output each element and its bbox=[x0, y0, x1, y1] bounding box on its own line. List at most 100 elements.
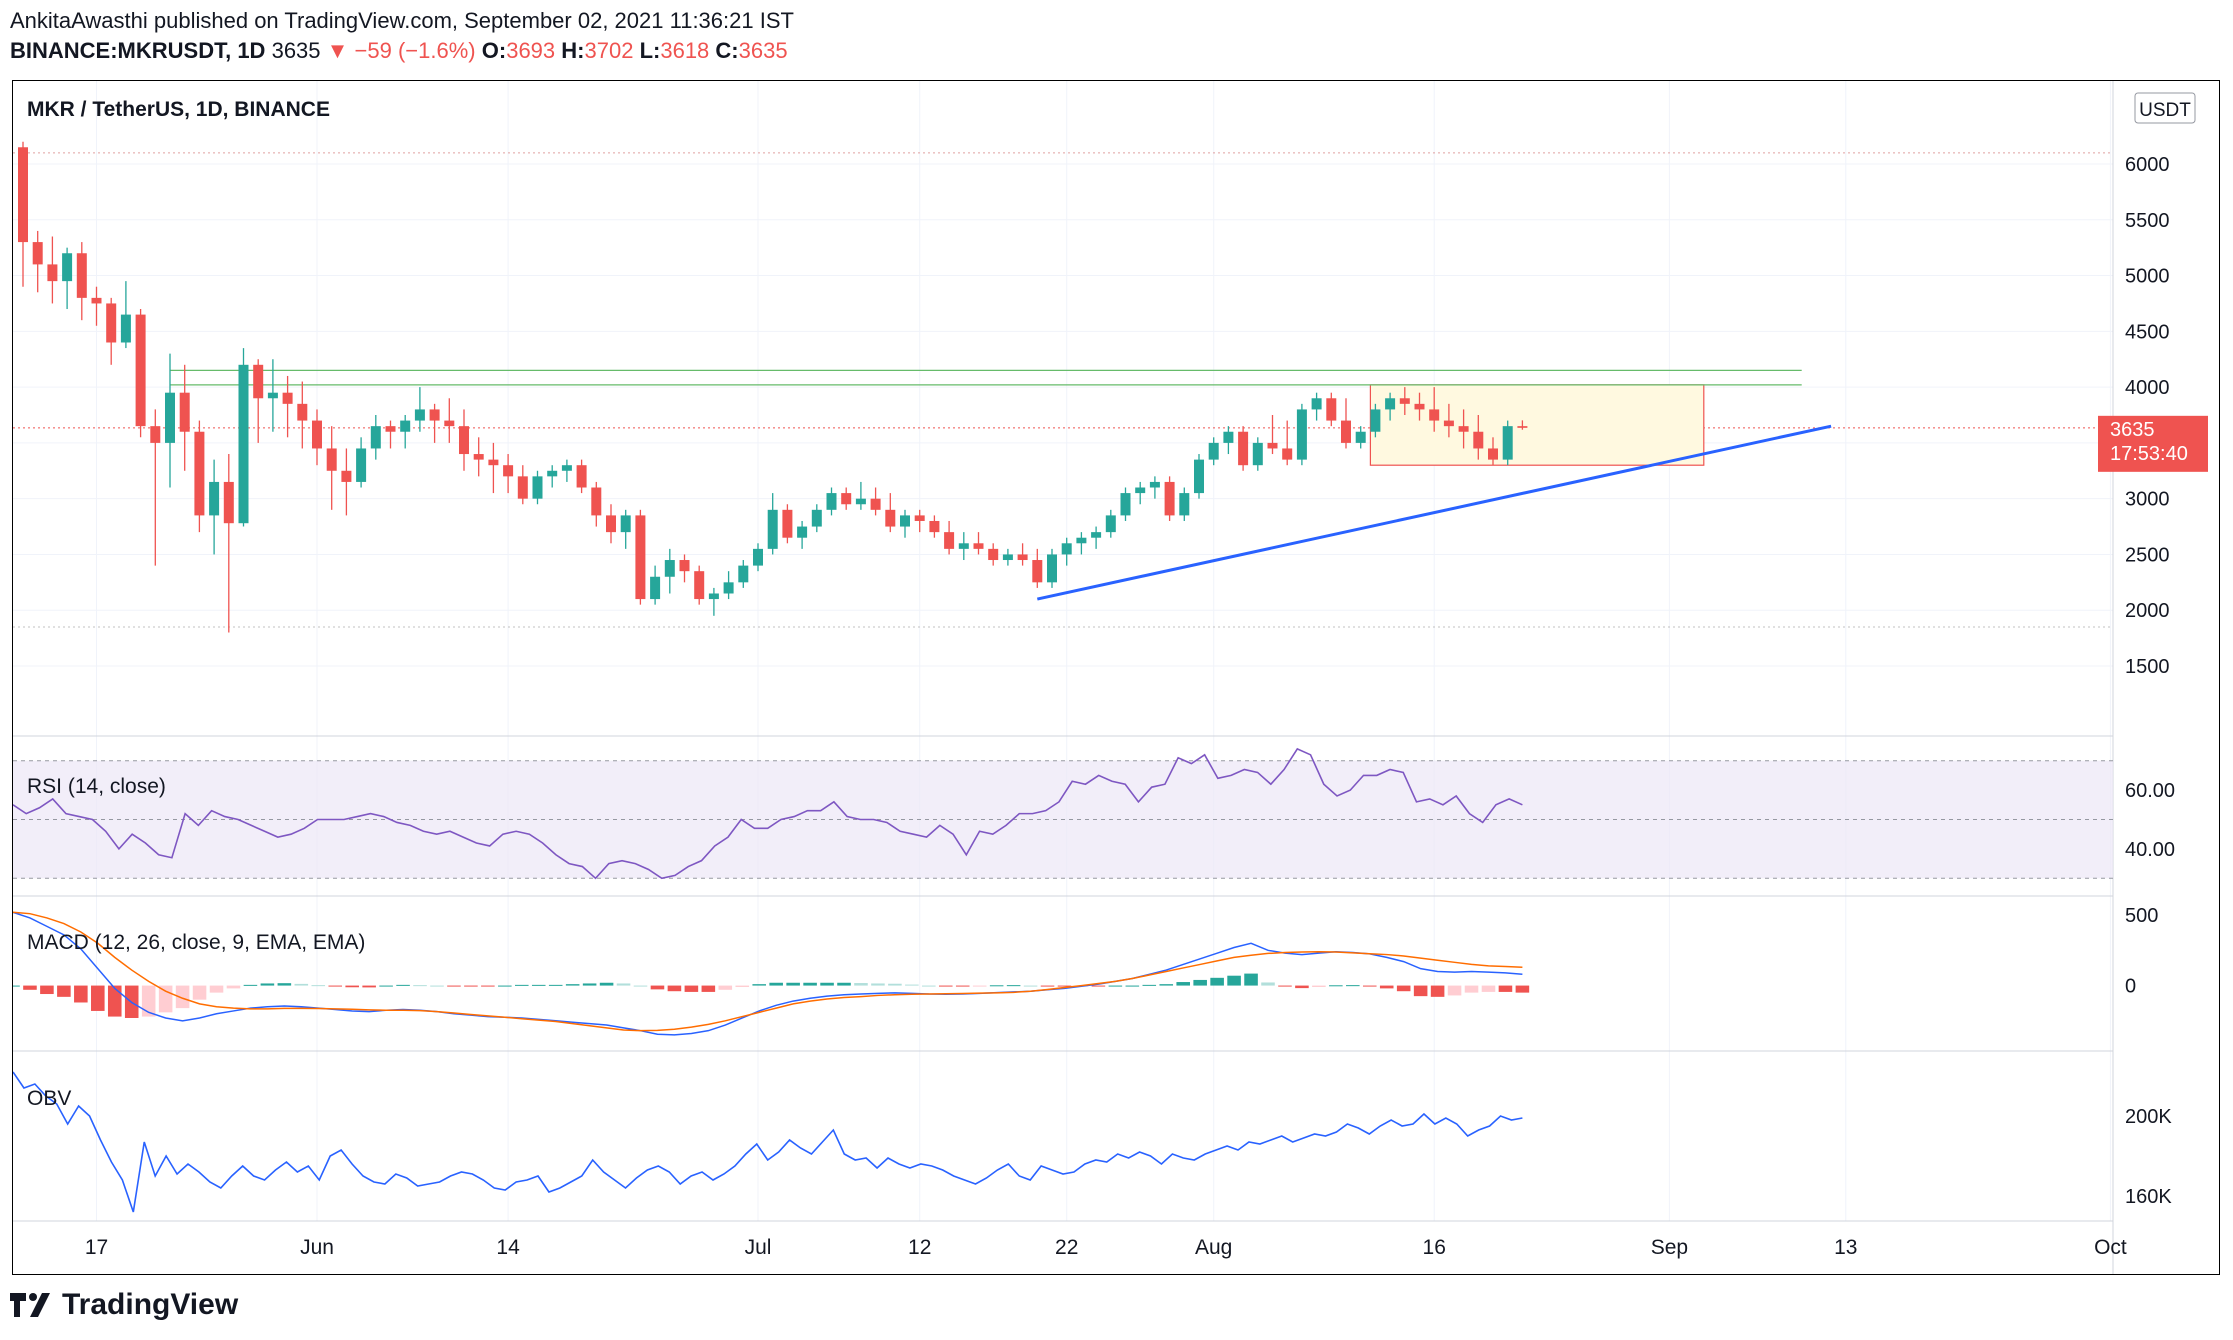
candle-body bbox=[444, 420, 455, 427]
macd-histogram-bar bbox=[345, 985, 359, 988]
macd-histogram-bar bbox=[1023, 985, 1038, 987]
macd-histogram-bar bbox=[548, 984, 563, 986]
macd-histogram-bar bbox=[1261, 982, 1275, 986]
candle-body bbox=[1002, 554, 1013, 561]
macd-histogram-bar bbox=[328, 985, 343, 987]
grid bbox=[13, 81, 2113, 1221]
macd-histogram-bar bbox=[1142, 984, 1157, 986]
candle-body bbox=[782, 509, 793, 538]
macd-histogram-bar bbox=[684, 985, 699, 992]
candle-body bbox=[1267, 442, 1278, 449]
candle-body bbox=[576, 465, 587, 488]
macd-histogram-bar bbox=[515, 984, 529, 986]
candle-body bbox=[282, 392, 293, 404]
macd-histogram-bar bbox=[1176, 982, 1190, 986]
macd-histogram-bar bbox=[1498, 985, 1513, 992]
candle-body bbox=[414, 409, 425, 421]
macd-histogram-bar bbox=[311, 985, 326, 987]
macd-histogram-bar bbox=[1312, 985, 1326, 987]
macd-tick-label: 500 bbox=[2125, 905, 2158, 927]
macd-histogram-bar bbox=[820, 982, 834, 986]
candle-body bbox=[1311, 398, 1322, 410]
last-price-tag-countdown: 17:53:40 bbox=[2110, 443, 2188, 465]
macd-histogram-bar bbox=[464, 985, 478, 987]
candle-body bbox=[929, 520, 940, 533]
macd-histogram-bar bbox=[752, 984, 767, 986]
candle-body bbox=[429, 409, 440, 421]
price-tick-label: 2500 bbox=[2125, 544, 2170, 566]
candle-body bbox=[473, 454, 484, 460]
macd-pane bbox=[6, 911, 1530, 1036]
time-tick-label: 13 bbox=[1834, 1236, 1857, 1259]
candle-body bbox=[1370, 409, 1381, 432]
macd-histogram-bar bbox=[1464, 985, 1479, 993]
macd-histogram-bar bbox=[379, 985, 393, 987]
macd-histogram-bar bbox=[362, 985, 376, 988]
macd-histogram-bar bbox=[701, 985, 716, 992]
macd-histogram-bar bbox=[922, 985, 936, 987]
candle-body bbox=[988, 548, 999, 561]
drawings[interactable] bbox=[170, 369, 1832, 601]
macd-histogram-bar bbox=[430, 985, 444, 987]
candle-body bbox=[1105, 515, 1116, 533]
footer-brand[interactable]: TradingView bbox=[10, 1288, 238, 1322]
candle-body bbox=[635, 515, 646, 600]
price-tick-label: 5500 bbox=[2125, 210, 2170, 232]
candle-body bbox=[1120, 493, 1131, 516]
candle-body bbox=[547, 470, 558, 477]
candle-body bbox=[32, 242, 43, 265]
macd-tick-label: 0 bbox=[2125, 976, 2136, 998]
currency-badge-box bbox=[2134, 92, 2196, 124]
price-tick-label: 2000 bbox=[2125, 600, 2170, 622]
candle-body bbox=[459, 426, 469, 455]
candle-body bbox=[606, 515, 616, 533]
macd-histogram-bar bbox=[667, 985, 682, 992]
macd-histogram-bar bbox=[633, 985, 648, 987]
obv-label: OBV bbox=[27, 1087, 71, 1110]
macd-histogram-bar bbox=[1515, 985, 1530, 993]
macd-histogram-bar bbox=[23, 985, 37, 990]
candle-body bbox=[356, 448, 367, 482]
price-tick-label: 4500 bbox=[2125, 321, 2170, 343]
macd-histogram-bar bbox=[565, 984, 580, 986]
macd-histogram-bar bbox=[888, 983, 902, 986]
macd-histogram-bar bbox=[989, 985, 1004, 987]
macd-histogram-bar bbox=[1481, 985, 1496, 992]
macd-histogram-bar bbox=[1108, 985, 1123, 987]
candle-body bbox=[1017, 554, 1028, 561]
candle-body bbox=[1326, 398, 1337, 421]
macd-histogram-bar bbox=[481, 985, 495, 987]
rsi-line bbox=[12, 747, 1523, 880]
chart-frame[interactable]: 1500200025003000350040004500500055006000… bbox=[6, 80, 2220, 1275]
candle-body bbox=[1473, 431, 1484, 449]
macd-histogram-bar bbox=[74, 985, 88, 1003]
candle-body bbox=[267, 392, 278, 399]
last-price: 3635 bbox=[271, 38, 321, 63]
macd-histogram-bar bbox=[107, 985, 122, 1017]
time-tick-label: 12 bbox=[908, 1236, 931, 1259]
candle-body bbox=[517, 476, 528, 499]
candle-body bbox=[223, 481, 234, 524]
candle-body bbox=[826, 493, 837, 510]
candle-body bbox=[944, 532, 955, 549]
symbol-name[interactable]: BINANCE:MKRUSDT, 1D bbox=[10, 38, 266, 63]
macd-histogram-bar bbox=[1159, 984, 1174, 986]
candle-body bbox=[591, 487, 602, 516]
currency-badge[interactable]: USDT bbox=[2134, 92, 2196, 124]
candle-body bbox=[1502, 426, 1513, 460]
macd-histogram-bar bbox=[1193, 979, 1207, 986]
candle-body bbox=[1223, 431, 1234, 443]
macd-histogram-bar bbox=[938, 985, 953, 987]
candle-body bbox=[370, 426, 381, 449]
candle-body bbox=[885, 509, 896, 527]
open-value: 3693 bbox=[506, 38, 556, 63]
candle-body bbox=[1296, 409, 1307, 460]
candle-body bbox=[18, 147, 28, 243]
macd-histogram-bar bbox=[141, 985, 156, 1017]
close-value: 3635 bbox=[738, 38, 788, 63]
candle-body bbox=[973, 543, 984, 549]
obv-pane bbox=[12, 1071, 1523, 1213]
macd-histogram-bar bbox=[447, 985, 461, 987]
tradingview-logo-icon bbox=[10, 1293, 50, 1317]
chart-svg[interactable]: 1500200025003000350040004500500055006000… bbox=[6, 81, 2219, 1274]
